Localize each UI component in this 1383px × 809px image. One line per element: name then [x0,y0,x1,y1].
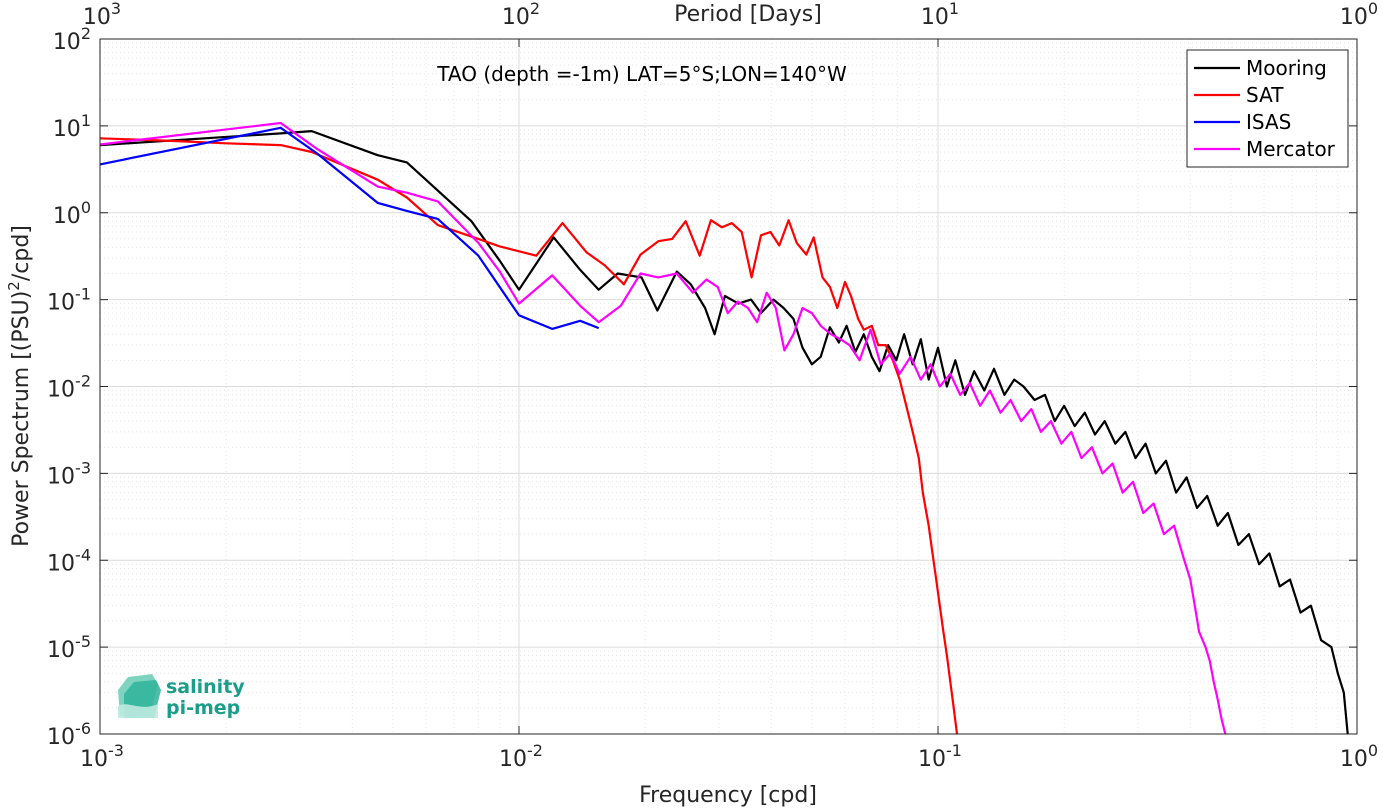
legend-items: Mooring SAT ISAS Mercator [1194,56,1336,161]
legend: Mooring SAT ISAS Mercator [1186,49,1349,168]
x-tick-label: 100 [1340,741,1378,772]
x2-tick-label: 103 [83,0,121,30]
logo-text-2: pi-mep [166,697,240,719]
series-group [99,121,1349,735]
grid [99,38,1358,735]
y-tick-label: 101 [53,111,91,142]
y-tick-label: 10-6 [47,719,91,750]
series-line-mooring [99,130,1349,735]
y-axis-label-sup: 2 [5,281,23,291]
y-tick-label: 10-1 [47,285,91,316]
x-tick-label: 10-1 [918,741,962,772]
salinity-pi-mep-logo: salinity pi-mep [118,674,245,719]
y-tick-label: 10-3 [47,458,91,489]
y-tick-label: 10-2 [47,372,91,403]
x2-tick-label: 100 [1340,0,1378,30]
series-line-sat [99,137,959,735]
legend-label-mooring: Mooring [1246,56,1327,80]
logo-wave [118,704,158,718]
y-axis-label-tail: /cpd] [9,225,34,281]
y-tick-label: 102 [53,24,91,55]
series-line-mercator [99,121,1227,735]
y-axis-label-text: Power Spectrum [(PSU) [9,291,34,547]
top-axis-label: Period [Days] [674,2,822,27]
y-tick-label: 10-5 [47,632,91,663]
y-axis-label: Power Spectrum [(PSU)2/cpd] [5,225,34,547]
x2-tick-label: 102 [502,0,540,30]
series-line-isas [99,126,600,330]
legend-label-isas: ISAS [1246,110,1291,134]
chart-title: TAO (depth =-1m) LAT=5°S;LON=140°W [436,62,847,86]
y-tick-label: 100 [53,198,91,229]
x-axis-label: Frequency [cpd] [639,783,817,808]
logo-text-1: salinity [166,676,245,698]
legend-label-sat: SAT [1246,83,1284,107]
x-tick-label: 10-2 [499,741,543,772]
x2-tick-label: 101 [921,0,959,30]
legend-label-mercator: Mercator [1246,137,1336,161]
x-tick-label: 10-3 [80,741,124,772]
y-tick-label: 10-4 [47,545,91,576]
legend-box [1186,49,1349,168]
